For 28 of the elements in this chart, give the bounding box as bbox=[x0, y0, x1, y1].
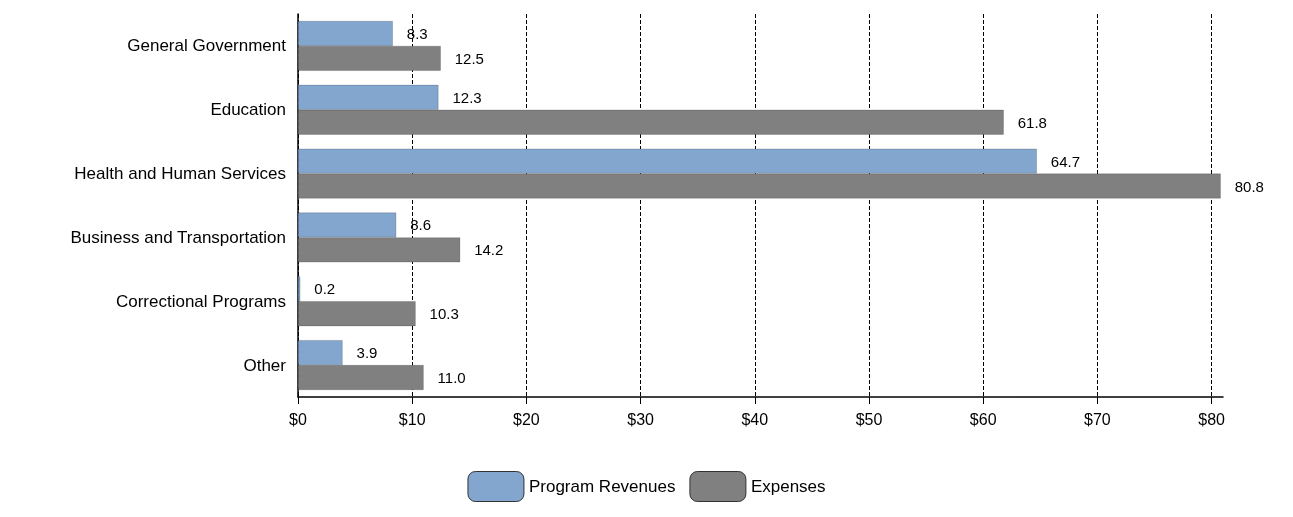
x-tick-label: $80 bbox=[1198, 410, 1226, 428]
data-label: 12.3 bbox=[452, 88, 482, 106]
data-label: 8.6 bbox=[410, 216, 432, 234]
data-label: 0.2 bbox=[314, 280, 336, 298]
data-label: 64.7 bbox=[1050, 152, 1081, 170]
x-tick-label: $30 bbox=[627, 410, 655, 428]
data-label: 14.2 bbox=[474, 241, 504, 259]
x-tick-label: $60 bbox=[969, 410, 997, 428]
y-tick-label: Business and Transportation bbox=[70, 227, 286, 247]
y-tick-label: Other bbox=[243, 355, 287, 375]
data-label: 10.3 bbox=[429, 305, 459, 323]
x-tick-label: $70 bbox=[1084, 410, 1111, 428]
data-label: 3.9 bbox=[356, 344, 378, 362]
data-label: 61.8 bbox=[1017, 113, 1047, 131]
data-label: 80.8 bbox=[1234, 177, 1264, 195]
x-tick-label: $10 bbox=[398, 410, 426, 428]
y-tick-label: General Government bbox=[127, 36, 287, 56]
y-tick-label: Correctional Programs bbox=[115, 291, 286, 311]
data-label: 12.5 bbox=[454, 49, 484, 67]
x-tick-label: $50 bbox=[855, 410, 883, 428]
x-tick-label: $20 bbox=[513, 410, 540, 428]
y-tick-label: Health and Human Services bbox=[74, 164, 286, 184]
legend-label: Program Revenues bbox=[528, 477, 676, 496]
data-label: 11.0 bbox=[437, 369, 466, 387]
x-tick-label: $40 bbox=[741, 410, 769, 428]
legend-label: Expenses bbox=[750, 477, 826, 496]
x-tick-label: $0 bbox=[289, 410, 307, 428]
y-tick-label: Education bbox=[210, 100, 286, 120]
